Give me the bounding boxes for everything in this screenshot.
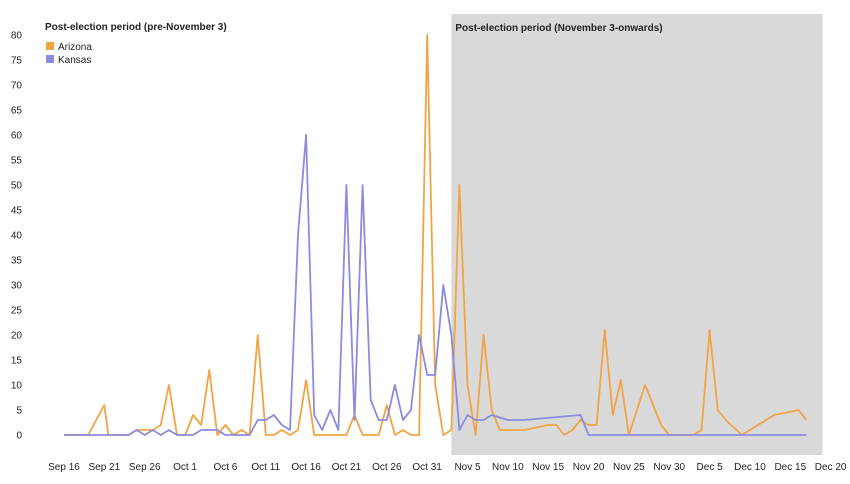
x-tick-label: Nov 5	[454, 462, 481, 473]
y-tick-label: 75	[11, 56, 23, 67]
x-tick-label: Dec 5	[697, 462, 724, 473]
y-tick-label: 65	[11, 106, 23, 117]
x-tick-label: Oct 16	[291, 462, 321, 473]
x-tick-label: Nov 10	[492, 462, 524, 473]
x-tick-label: Nov 25	[613, 462, 645, 473]
y-tick-label: 15	[11, 356, 23, 367]
series-layer	[64, 34, 808, 436]
x-tick-label: Dec 15	[774, 462, 806, 473]
x-tick-label: Oct 26	[372, 462, 402, 473]
x-tick-label: Oct 21	[332, 462, 362, 473]
x-tick-label: Nov 30	[653, 462, 685, 473]
y-tick-label: 30	[11, 281, 23, 292]
series-line-kansas	[64, 134, 807, 436]
y-tick-label: 10	[11, 381, 23, 392]
legend-label-arizona: Arizona	[58, 42, 92, 53]
x-tick-label: Nov 20	[573, 462, 605, 473]
y-tick-label: 45	[11, 206, 23, 217]
y-tick-label: 40	[11, 231, 23, 242]
y-tick-label: 80	[11, 31, 23, 42]
x-tick-label: Dec 20	[815, 462, 847, 473]
x-tick-label: Oct 1	[173, 462, 197, 473]
legend: Arizona Kansas	[46, 42, 92, 66]
y-tick-label: 60	[11, 131, 23, 142]
y-tick-label: 50	[11, 181, 23, 192]
y-tick-label: 25	[11, 306, 23, 317]
x-tick-label: Oct 6	[213, 462, 237, 473]
legend-swatch-arizona	[46, 42, 54, 50]
period-label-pre-november-3: Post-election period (pre-November 3)	[45, 22, 227, 33]
period-label-november-3-onwards: Post-election period (November 3-onwards…	[455, 23, 662, 34]
y-tick-label: 0	[16, 431, 22, 442]
y-axis: 0 5 10 15 20 25 30 35 40 45 50 55 60 65 70 75 80	[11, 31, 23, 442]
legend-swatch-kansas	[46, 55, 54, 63]
post-election-shaded-region	[451, 14, 823, 455]
y-tick-label: 20	[11, 331, 23, 342]
x-tick-label: Dec 10	[734, 462, 766, 473]
x-tick-label: Sep 21	[88, 462, 120, 473]
y-tick-label: 35	[11, 256, 23, 267]
x-tick-label: Oct 11	[251, 462, 280, 473]
y-tick-label: 55	[11, 156, 23, 167]
y-tick-label: 5	[16, 406, 22, 417]
x-tick-label: Oct 31	[412, 462, 442, 473]
y-tick-label: 70	[11, 81, 23, 92]
legend-label-kansas: Kansas	[58, 55, 91, 66]
x-tick-label: Nov 15	[532, 462, 564, 473]
x-tick-label: Sep 16	[48, 462, 80, 473]
x-axis: Sep 16 Sep 21 Sep 26 Oct 1 Oct 6 Oct 11 Oct 16…	[48, 462, 847, 473]
x-tick-label: Sep 26	[129, 462, 161, 473]
